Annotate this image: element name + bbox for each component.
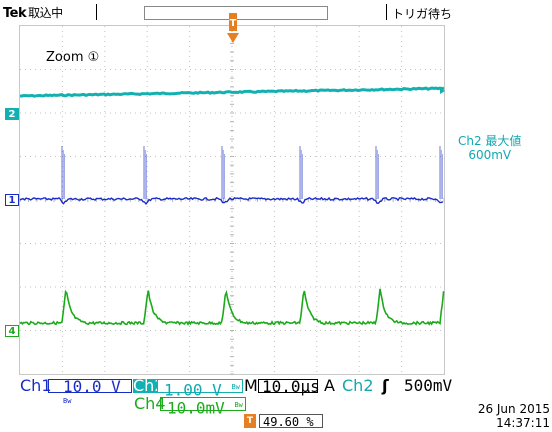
timebase-prefix: M — [244, 376, 258, 395]
trigger-source[interactable]: Ch2 — [342, 376, 374, 395]
ch1-spikes — [61, 146, 444, 199]
ch2-waveform — [20, 86, 445, 98]
trigger-level[interactable]: 500mV — [404, 376, 453, 395]
horizontal-position[interactable]: 49.60 % — [259, 414, 323, 429]
ch2-scale[interactable]: 1.00 V Bw — [157, 379, 243, 398]
ch4-ground-marker[interactable]: 4 — [5, 325, 19, 337]
header-divider — [96, 4, 97, 20]
trigger-position-icon: T — [244, 414, 256, 428]
brand-name: Tek — [3, 6, 27, 21]
ch4-scale-value: 10.0mV — [167, 398, 225, 418]
acquisition-state: 取込中 — [28, 6, 63, 20]
measurement-readout: Ch2 最大値 600mV — [458, 134, 521, 162]
ch2-trigger-level-arrow[interactable] — [440, 88, 445, 94]
ch1-scale[interactable]: 10.0 V Bw — [48, 377, 132, 405]
ch1-label[interactable]: Ch1 — [20, 376, 52, 395]
bandwidth-limit-icon: Bw — [234, 401, 243, 409]
date-display: 26 Jun 2015 — [477, 402, 550, 416]
ch4-scale[interactable]: 10.0mV Bw — [160, 397, 246, 416]
bandwidth-limit-icon: Bw — [63, 397, 72, 405]
ch4-waveform — [19, 288, 445, 326]
ch2-ground-marker[interactable]: 2 — [5, 108, 19, 120]
timebase-value[interactable]: 10.0µs — [258, 379, 320, 395]
brand-logo: Tek 取込中 — [3, 4, 63, 21]
ch1-ground-marker[interactable]: 1 — [5, 194, 19, 206]
ch2-scale-value: 1.00 V — [164, 380, 222, 400]
trigger-status: トリガ待ち — [392, 7, 453, 21]
bandwidth-limit-icon: Bw — [231, 383, 240, 391]
measurement-title: Ch2 最大値 — [458, 134, 522, 148]
rising-edge-icon[interactable]: ʃ — [382, 376, 389, 395]
ch4-label[interactable]: Ch4 — [134, 394, 166, 413]
trigger-position-marker[interactable]: T — [225, 11, 241, 45]
header-divider — [386, 4, 387, 20]
ch2-label[interactable]: Ch2 — [133, 376, 165, 395]
trigger-marker-label: T — [230, 18, 237, 29]
ch1-waveform — [19, 196, 444, 205]
zoom-label: Zoom ① — [46, 50, 100, 65]
trigger-mode: A — [324, 376, 335, 395]
ch1-scale-value: 10.0 V — [63, 377, 121, 396]
measurement-value: 600mV — [468, 148, 512, 162]
time-display: 14:37:11 — [496, 416, 550, 430]
